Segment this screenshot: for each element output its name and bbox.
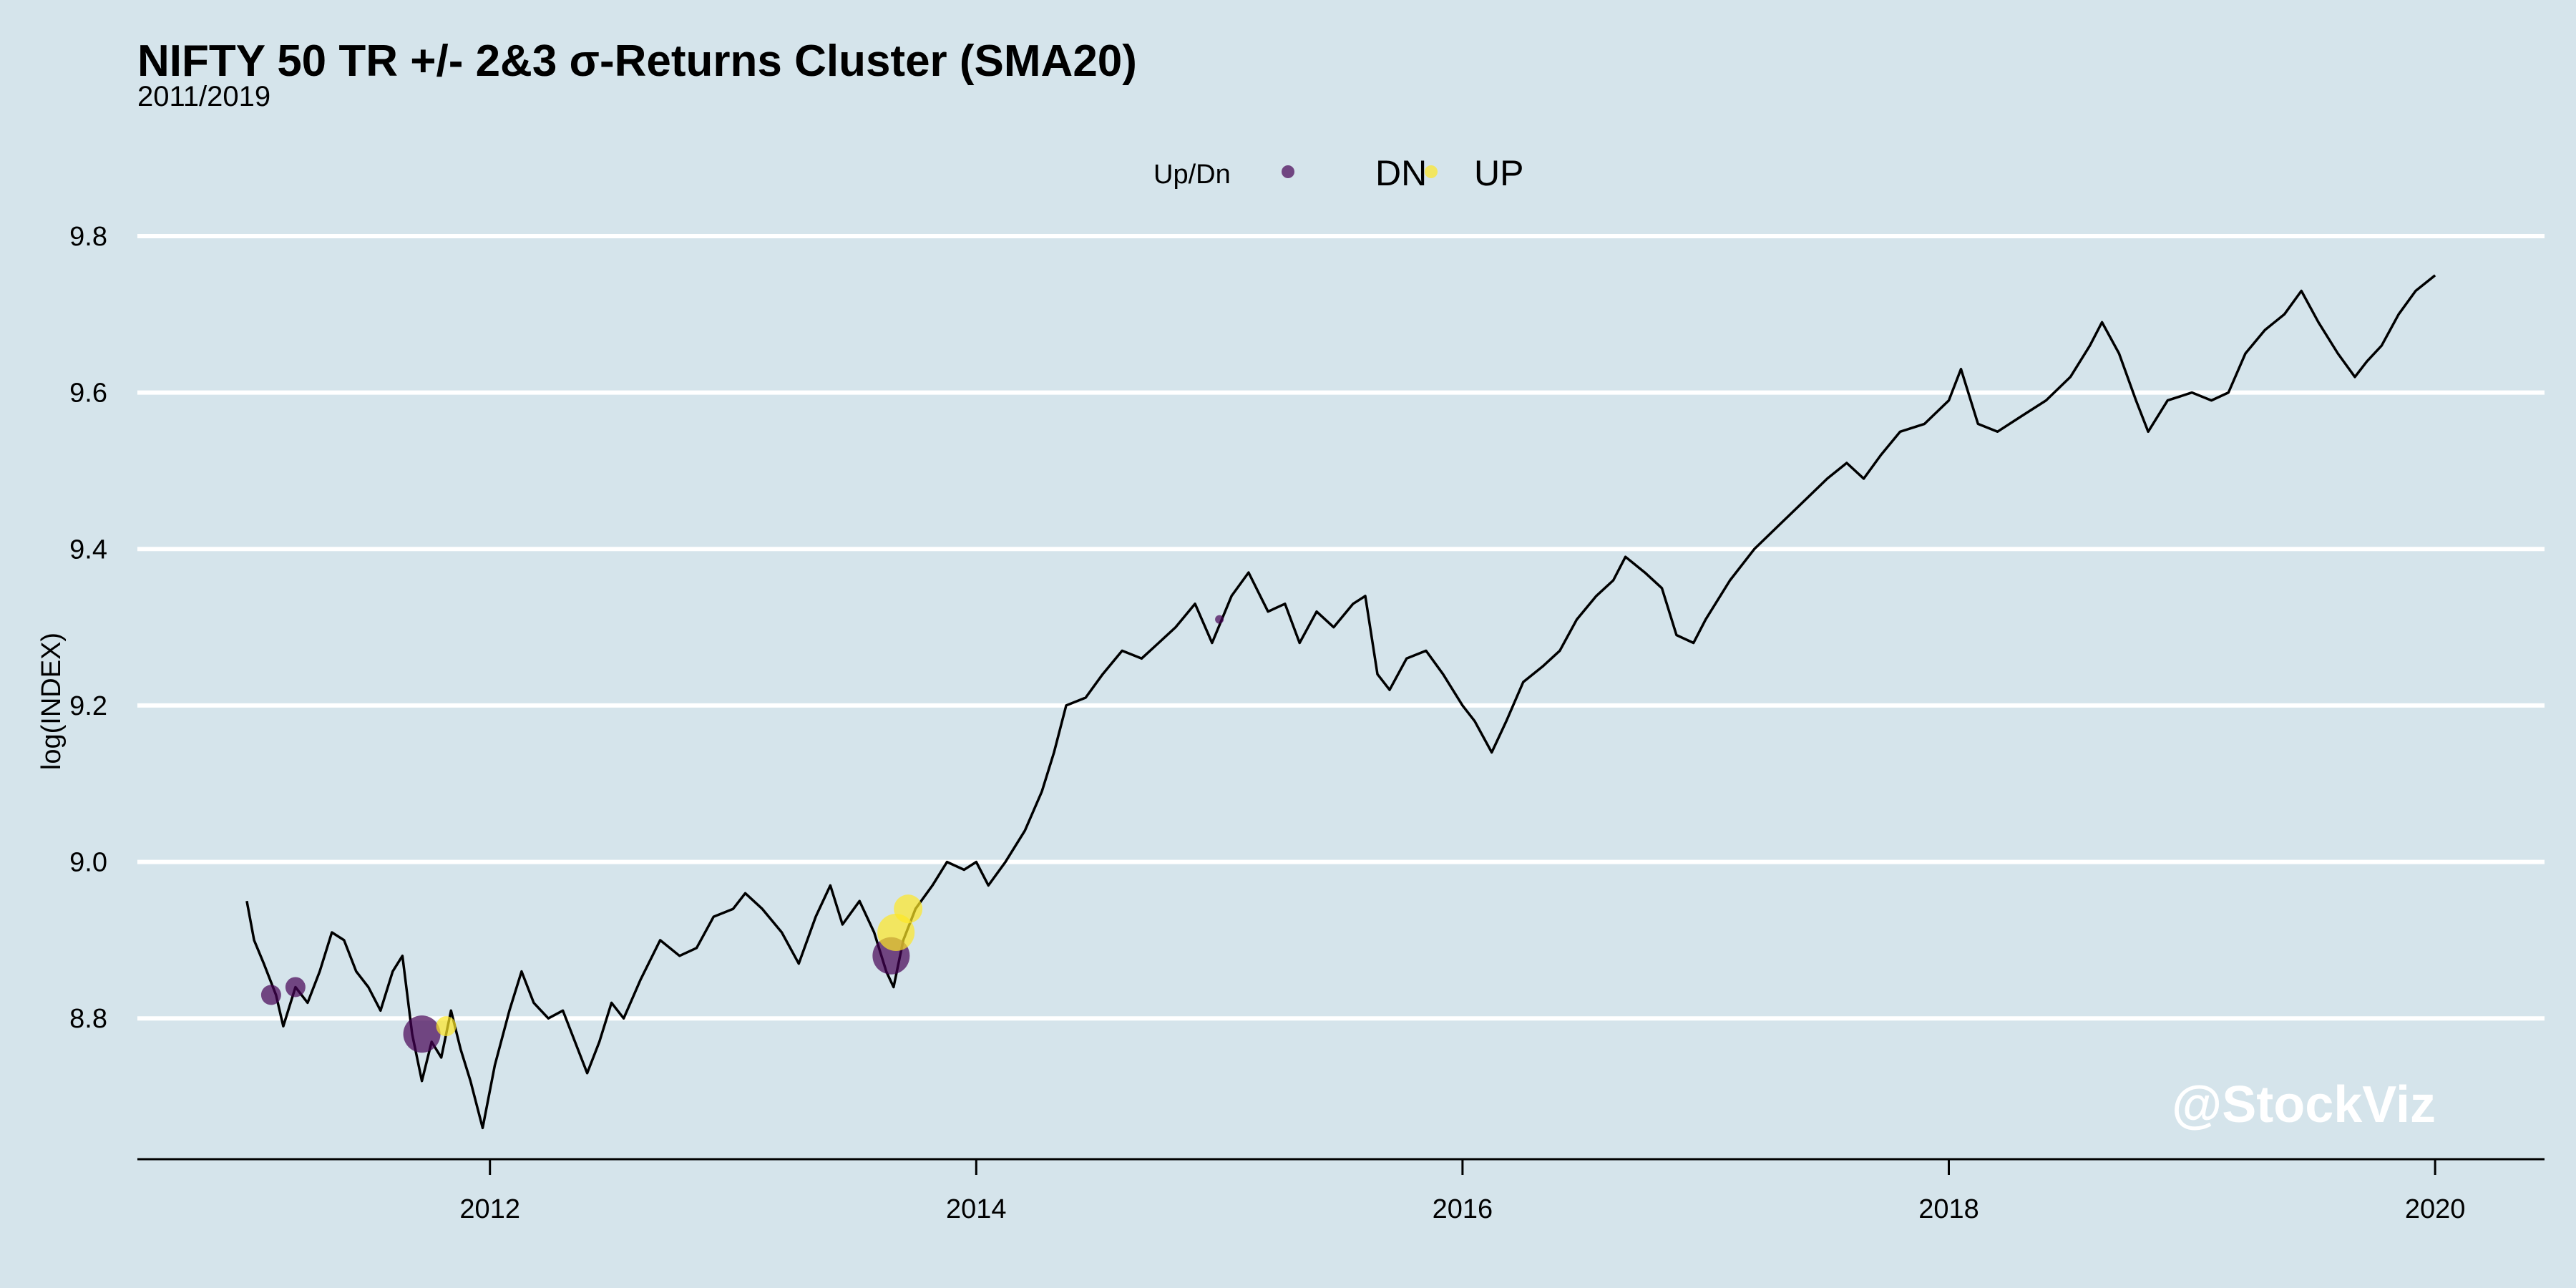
cluster-point-dn xyxy=(285,977,306,997)
cluster-point-dn xyxy=(260,985,281,1005)
cluster-point-up xyxy=(436,1016,457,1037)
gridlines xyxy=(137,234,2545,1021)
y-tick-label: 8.8 xyxy=(69,1004,107,1034)
x-axis: 2012 2014 2016 2018 2020 xyxy=(137,1158,2545,1224)
legend-up-label: UP xyxy=(1474,153,1523,193)
cluster-point-dn xyxy=(403,1015,441,1053)
y-tick-label: 9.0 xyxy=(69,848,107,878)
legend-title: Up/Dn xyxy=(1153,160,1231,190)
cluster-point-up xyxy=(894,894,923,924)
x-tick-label: 2018 xyxy=(1918,1194,1979,1224)
y-axis-title: log(INDEX) xyxy=(36,633,67,770)
x-tick-label: 2020 xyxy=(2405,1194,2466,1224)
y-tick-label: 9.6 xyxy=(69,379,107,409)
cluster-point-dn xyxy=(1215,615,1224,624)
legend-dn-swatch xyxy=(1282,165,1294,178)
watermark: @StockViz xyxy=(2172,1076,2436,1133)
chart-subtitle: 2011/2019 xyxy=(137,81,270,112)
y-axis: 8.8 9.0 9.2 9.4 9.6 9.8 xyxy=(69,222,107,1034)
plot-area xyxy=(245,274,2436,1130)
legend-dn-label: DN xyxy=(1375,153,1427,193)
legend-up-swatch xyxy=(1425,165,1438,178)
cluster-point-up xyxy=(877,913,915,951)
cluster-points xyxy=(260,615,1224,1053)
x-tick-label: 2014 xyxy=(946,1194,1007,1224)
chart-title: NIFTY 50 TR +/- 2&3 σ-Returns Cluster (S… xyxy=(137,36,1137,86)
y-tick-label: 9.4 xyxy=(69,535,107,565)
x-tick-label: 2016 xyxy=(1433,1194,1493,1224)
legend: Up/Dn DN UP xyxy=(1153,153,1523,193)
x-tick-label: 2012 xyxy=(459,1194,520,1224)
y-tick-label: 9.8 xyxy=(69,222,107,252)
y-tick-label: 9.2 xyxy=(69,691,107,721)
index-line xyxy=(245,274,2436,1130)
